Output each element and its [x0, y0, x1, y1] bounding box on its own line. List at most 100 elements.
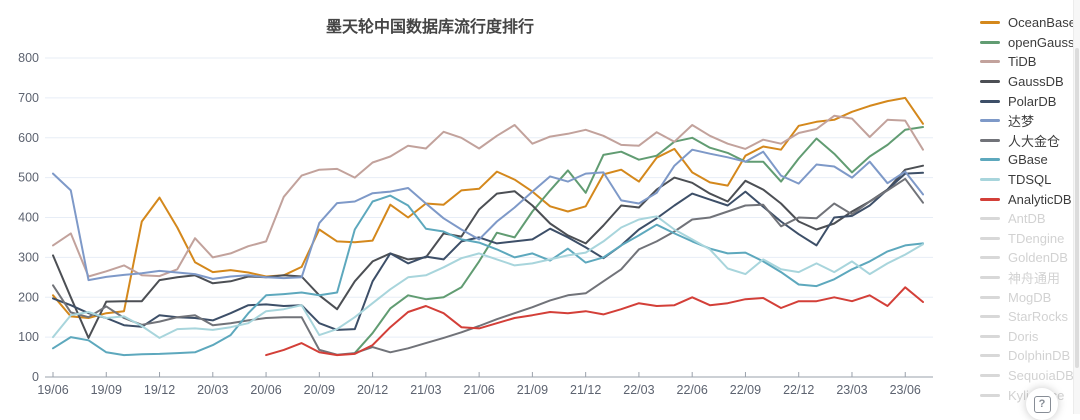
legend-label: GoldenDB — [1008, 250, 1068, 266]
legend-swatch — [980, 276, 1000, 280]
legend-label: 神舟通用 — [1008, 271, 1061, 287]
legend-swatch — [980, 80, 1000, 84]
legend-item-GoldenDB[interactable]: GoldenDB — [980, 248, 1080, 268]
legend-item-SequoiaDB[interactable]: SequoiaDB — [980, 366, 1080, 386]
legend-label: Doris — [1008, 328, 1039, 344]
legend-swatch — [980, 236, 1000, 240]
series-line-GBase — [52, 194, 924, 357]
legend-item-AntDB[interactable]: AntDB — [980, 209, 1080, 229]
question-mark-icon: ? — [1033, 395, 1051, 413]
legend-swatch — [980, 178, 1000, 182]
series-line-AnalyticDB — [265, 286, 924, 357]
legend-item-DolphinDB[interactable]: DolphinDB — [980, 346, 1080, 366]
y-axis-tick-label: 700 — [18, 91, 39, 105]
legend-label: MogDB — [1008, 289, 1052, 305]
legend-swatch — [980, 373, 1000, 377]
legend-label: openGauss — [1008, 34, 1075, 50]
legend-swatch — [980, 99, 1000, 103]
legend-item-AnalyticDB[interactable]: AnalyticDB — [980, 189, 1080, 209]
x-axis-tick-label: 21/09 — [517, 383, 548, 397]
legend-label: AnalyticDB — [1008, 191, 1072, 207]
x-axis-tick-label: 23/03 — [836, 383, 867, 397]
legend-swatch — [980, 197, 1000, 201]
legend-label: OceanBase — [1008, 15, 1076, 31]
legend-item-TiDB[interactable]: TiDB — [980, 52, 1080, 72]
legend-swatch — [980, 295, 1000, 299]
legend-item-GBase[interactable]: GBase — [980, 150, 1080, 170]
legend-swatch — [980, 256, 1000, 260]
legend-item-PolarDB[interactable]: PolarDB — [980, 91, 1080, 111]
legend-swatch — [980, 40, 1000, 44]
y-axis-tick-label: 0 — [32, 370, 39, 384]
x-axis-tick-label: 22/12 — [783, 383, 814, 397]
legend-swatch — [980, 393, 1000, 397]
series-line-达梦 — [52, 148, 924, 282]
legend-item-OceanBase[interactable]: OceanBase — [980, 13, 1080, 33]
series-line-PolarDB — [52, 171, 924, 331]
x-axis-tick-label: 21/03 — [410, 383, 441, 397]
help-button[interactable]: ? — [1026, 388, 1058, 420]
x-axis-tick-label: 21/12 — [570, 383, 601, 397]
x-axis-tick-label: 19/06 — [37, 383, 68, 397]
legend-label: 达梦 — [1008, 114, 1035, 130]
legend-item-达梦[interactable]: 达梦 — [980, 111, 1080, 131]
y-axis-tick-label: 100 — [18, 330, 39, 344]
y-axis-tick-label: 800 — [18, 51, 39, 65]
legend-label: AntDB — [1008, 211, 1046, 227]
legend-swatch — [980, 217, 1000, 221]
x-axis-tick-label: 20/06 — [250, 383, 281, 397]
scrollbar-thumb[interactable] — [1075, 48, 1079, 368]
legend-swatch — [980, 334, 1000, 338]
x-axis-tick-label: 23/06 — [890, 383, 921, 397]
legend-label: DolphinDB — [1008, 348, 1071, 364]
legend-label: 人大金仓 — [1008, 133, 1061, 149]
legend-item-人大金仓[interactable]: 人大金仓 — [980, 131, 1080, 151]
legend-label: TDengine — [1008, 230, 1065, 246]
legend-swatch — [980, 60, 1000, 64]
series-line-OceanBase — [52, 96, 924, 319]
legend-item-Doris[interactable]: Doris — [980, 327, 1080, 347]
legend-item-MogDB[interactable]: MogDB — [980, 287, 1080, 307]
legend-item-神舟通用[interactable]: 神舟通用 — [980, 268, 1080, 288]
legend-label: GBase — [1008, 152, 1048, 168]
legend-swatch — [980, 158, 1000, 162]
x-axis-tick-label: 20/03 — [197, 383, 228, 397]
legend-item-TDengine[interactable]: TDengine — [980, 229, 1080, 249]
legend-label: PolarDB — [1008, 93, 1057, 109]
series-line-TDSQL — [52, 215, 924, 339]
y-axis-tick-label: 200 — [18, 290, 39, 304]
legend-swatch — [980, 21, 1000, 25]
x-axis-tick-label: 20/09 — [304, 383, 335, 397]
legend-label: TiDB — [1008, 54, 1037, 70]
scrollbar-track[interactable] — [1073, 0, 1080, 414]
x-axis-tick-label: 19/12 — [144, 383, 175, 397]
chart-title: 墨天轮中国数据库流行度排行 — [325, 19, 535, 36]
legend-label: SequoiaDB — [1008, 367, 1074, 383]
x-axis-tick-label: 22/06 — [677, 383, 708, 397]
y-axis-tick-label: 300 — [18, 250, 39, 264]
legend-item-openGauss[interactable]: openGauss — [980, 33, 1080, 53]
legend-label: TDSQL — [1008, 172, 1052, 188]
legend-swatch — [980, 315, 1000, 319]
y-axis-tick-label: 500 — [18, 171, 39, 185]
legend-label: StarRocks — [1008, 309, 1068, 325]
legend-item-StarRocks[interactable]: StarRocks — [980, 307, 1080, 327]
x-axis-tick-label: 20/12 — [357, 383, 388, 397]
legend-swatch — [980, 119, 1000, 123]
popularity-line-chart: 0 100 200 300 400 500 600 700 800 19/06 19/09 19/12… — [18, 51, 933, 397]
y-axis-tick-label: 600 — [18, 131, 39, 145]
x-axis-tick-label: 21/06 — [463, 383, 494, 397]
legend-item-TDSQL[interactable]: TDSQL — [980, 170, 1080, 190]
series-line-GaussDB — [52, 164, 924, 339]
legend-label: GaussDB — [1008, 74, 1064, 90]
y-axis-tick-label: 400 — [18, 211, 39, 225]
legend-item-GaussDB[interactable]: GaussDB — [980, 72, 1080, 92]
series-line-人大金仓 — [52, 177, 924, 356]
series-line-TiDB — [52, 114, 924, 278]
chart-legend: OceanBase openGauss TiDB GaussDB PolarDB 达梦人大… — [980, 13, 1080, 405]
legend-swatch — [980, 354, 1000, 358]
x-axis-tick-label: 22/03 — [623, 383, 654, 397]
series-line-openGauss — [353, 126, 924, 355]
legend-swatch — [980, 138, 1000, 142]
